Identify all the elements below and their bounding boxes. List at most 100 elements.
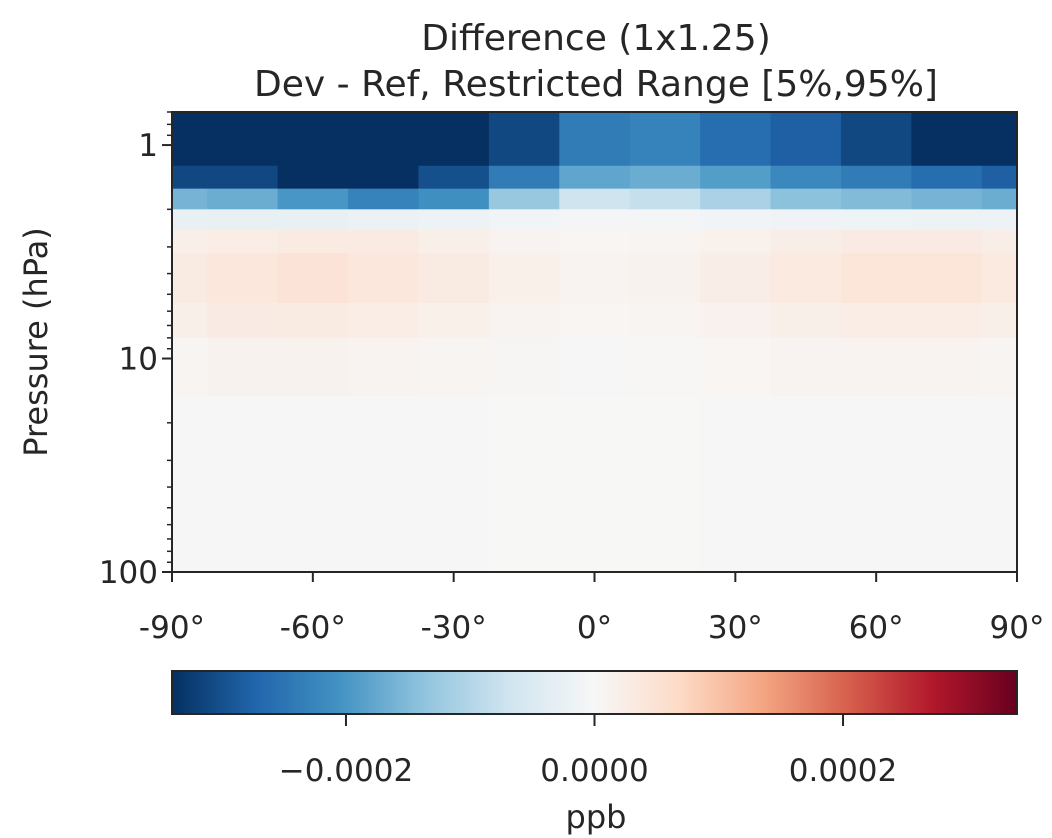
heatmap-cell — [981, 188, 1017, 210]
heatmap-cell — [840, 112, 912, 167]
heatmap-cell — [629, 396, 701, 572]
heatmap-cell — [770, 273, 842, 304]
heatmap-cell — [418, 273, 490, 304]
heatmap-cell — [207, 112, 279, 167]
colorbar-ticks: −0.0002 0.0000 0.0002 — [279, 714, 897, 789]
heatmap-cell — [770, 188, 842, 210]
heatmap-cell — [559, 188, 631, 210]
x-tick-label: -90° — [139, 610, 205, 646]
heatmap-cell — [840, 273, 912, 304]
heatmap-cell — [418, 209, 490, 231]
colorbar-tick-label: −0.0002 — [279, 753, 413, 789]
heatmap-cell — [981, 396, 1017, 572]
heatmap-cell — [840, 165, 912, 190]
heatmap-cell — [348, 303, 420, 339]
heatmap-cell — [629, 112, 701, 167]
heatmap-cell — [207, 303, 279, 339]
heatmap-cell — [770, 209, 842, 231]
x-tick-label: 90° — [990, 610, 1045, 646]
heatmap-cell — [700, 396, 772, 572]
heatmap-cell — [840, 252, 912, 275]
heatmap-cell — [700, 165, 772, 190]
heatmap-cell — [911, 230, 983, 254]
heatmap-cell — [700, 337, 772, 397]
heatmap-cell — [488, 337, 560, 397]
heatmap-cell — [981, 165, 1017, 190]
chart-title: Difference (1x1.25) — [421, 18, 771, 59]
heatmap-cell — [981, 209, 1017, 231]
colorbar-tick-label: 0.0002 — [789, 753, 897, 789]
heatmap-cell — [629, 337, 701, 397]
heatmap-cell — [277, 230, 349, 254]
colorbar — [171, 670, 1018, 715]
heatmap-cell — [277, 252, 349, 275]
chart-subtitle: Dev - Ref, Restricted Range [5%,95%] — [254, 64, 938, 105]
heatmap-cell — [981, 252, 1017, 275]
heatmap-cell — [172, 337, 208, 397]
y-axis: 1 10 100 — [99, 111, 172, 591]
heatmap-cell — [700, 273, 772, 304]
heatmap-cell — [418, 303, 490, 339]
heatmap-cell — [700, 188, 772, 210]
heatmap-cell — [172, 273, 208, 304]
x-tick-label: -60° — [280, 610, 346, 646]
heatmap-cell — [840, 230, 912, 254]
heatmap-cell — [277, 112, 349, 167]
heatmap-cell — [418, 337, 490, 397]
heatmap-cell — [840, 209, 912, 231]
heatmap-cell — [207, 165, 279, 190]
heatmap-cell — [911, 303, 983, 339]
heatmap-cell — [911, 396, 983, 572]
y-tick-label: 1 — [138, 128, 158, 164]
heatmap-cell — [207, 252, 279, 275]
heatmap-cell — [277, 396, 349, 572]
heatmap-cell — [770, 112, 842, 167]
heatmap-cell — [348, 165, 420, 190]
heatmap-cell — [770, 396, 842, 572]
heatmap-cell — [840, 337, 912, 397]
heatmap-cell — [770, 230, 842, 254]
heatmap-cell — [559, 252, 631, 275]
heatmap-cell — [207, 337, 279, 397]
heatmap-cell — [488, 209, 560, 231]
heatmap-cell — [418, 230, 490, 254]
heatmap-cell — [911, 273, 983, 304]
heatmap-cell — [207, 273, 279, 304]
heatmap-cell — [172, 230, 208, 254]
heatmap-cell — [207, 230, 279, 254]
heatmap-cell — [629, 303, 701, 339]
heatmap-cell — [770, 303, 842, 339]
heatmap-cell — [559, 165, 631, 190]
heatmap-cell — [770, 252, 842, 275]
heatmap-cell — [207, 396, 279, 572]
heatmap-cell — [418, 188, 490, 210]
heatmap-cell — [981, 303, 1017, 339]
heatmap-cell — [559, 112, 631, 167]
y-tick-label: 10 — [119, 342, 158, 378]
heatmap-cell — [488, 303, 560, 339]
x-tick-label: 30° — [708, 610, 763, 646]
heatmap-cell — [629, 252, 701, 275]
heatmap-cell — [840, 188, 912, 210]
heatmap-cell — [277, 188, 349, 210]
heatmap-cell — [559, 396, 631, 572]
heatmap-cell — [488, 252, 560, 275]
heatmap-cell — [559, 230, 631, 254]
heatmap-cell — [629, 273, 701, 304]
heatmap-cell — [348, 188, 420, 210]
heatmap-cell — [172, 209, 208, 231]
heatmap-cell — [207, 188, 279, 210]
heatmap-cell — [348, 209, 420, 231]
heatmap-cell — [277, 337, 349, 397]
heatmap-cell — [488, 188, 560, 210]
heatmap-cell — [348, 252, 420, 275]
heatmap-cell — [348, 230, 420, 254]
heatmap-cell — [418, 112, 490, 167]
heatmap-cell — [488, 230, 560, 254]
heatmap-cell — [559, 273, 631, 304]
heatmap-cell — [418, 396, 490, 572]
heatmap-cell — [629, 230, 701, 254]
heatmap-cell — [559, 337, 631, 397]
heatmap-cell — [700, 112, 772, 167]
